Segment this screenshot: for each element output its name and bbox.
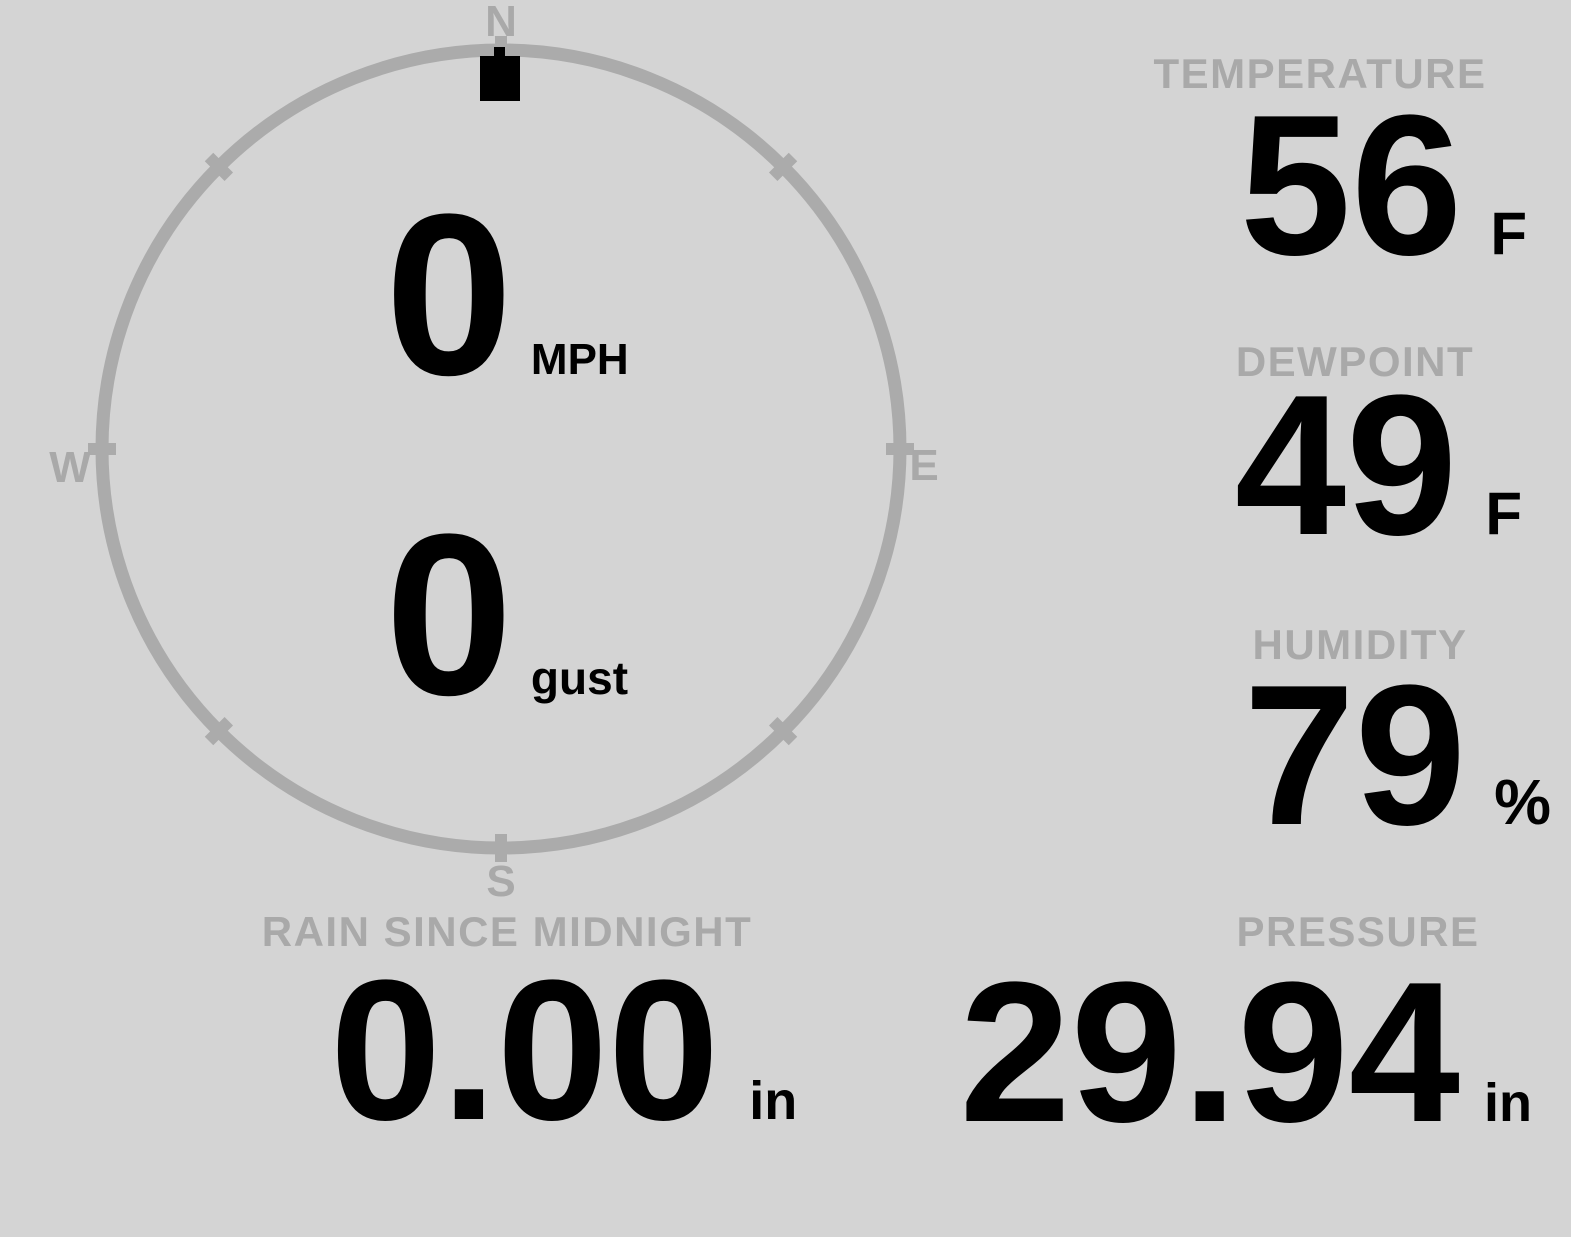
wind-gust-value: 0 xyxy=(385,486,513,743)
dewpoint-label: DEWPOINT xyxy=(1235,338,1475,385)
humidity-unit: % xyxy=(1494,766,1551,838)
dewpoint-value: 49 xyxy=(1234,354,1458,577)
pressure-label: PRESSURE xyxy=(1236,908,1480,955)
wind-gust: 0 gust xyxy=(385,500,628,730)
rain-since-midnight-label: RAIN SINCE MIDNIGHT xyxy=(261,908,753,955)
wind-speed: 0 MPH xyxy=(385,180,629,410)
dewpoint-reading: 49 F xyxy=(1235,366,1522,566)
wind-speed-value: 0 xyxy=(385,166,513,423)
rain-since-midnight-reading: 0.00 in xyxy=(330,951,797,1151)
rain-value: 0.00 xyxy=(330,939,720,1162)
temperature-unit: F xyxy=(1490,200,1527,267)
compass-east-label: E xyxy=(909,441,939,490)
pressure-unit: in xyxy=(1484,1073,1532,1133)
wind-direction-marker xyxy=(480,47,520,101)
humidity-value: 79 xyxy=(1243,644,1467,867)
pressure-reading: 29.94 in xyxy=(960,953,1533,1153)
humidity-label: HUMIDITY xyxy=(1252,621,1468,668)
temperature-value: 56 xyxy=(1239,74,1463,297)
compass-south-label: S xyxy=(486,857,516,906)
rain-unit: in xyxy=(749,1071,798,1131)
temperature-label: TEMPERATURE xyxy=(1153,50,1487,97)
wind-speed-unit: MPH xyxy=(530,335,629,384)
pressure-value: 29.94 xyxy=(959,941,1461,1164)
humidity-reading: 79 % xyxy=(1244,656,1551,856)
compass-north-label: N xyxy=(485,0,517,46)
temperature-reading: 56 F xyxy=(1240,86,1527,286)
compass-ring-graphic xyxy=(88,36,914,862)
wind-gust-unit: gust xyxy=(530,652,629,704)
compass-west-label: W xyxy=(49,443,91,492)
dewpoint-unit: F xyxy=(1485,480,1522,547)
